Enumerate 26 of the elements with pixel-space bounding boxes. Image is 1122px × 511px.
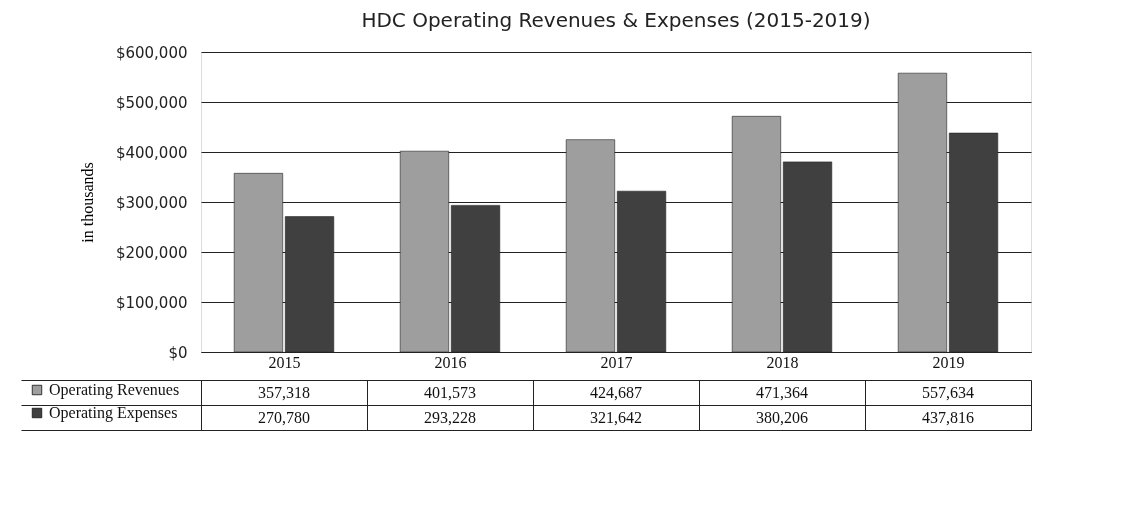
y-tick-label: $0 (168, 343, 188, 362)
y-tick-label: $300,000 (115, 193, 188, 212)
x-tick-label: 2018 (766, 353, 799, 371)
text: 424,687 (590, 383, 642, 401)
x-tick-label: 2019 (932, 353, 965, 371)
y-tick-label: $400,000 (115, 143, 188, 162)
text: 380,206 (756, 408, 808, 426)
text: 557,634 (922, 383, 974, 401)
x-tick-label: 2015 (268, 353, 301, 371)
text: 270,780 (258, 408, 310, 426)
y-tick-label: $200,000 (115, 243, 188, 262)
y-tick-label: $500,000 (115, 93, 188, 112)
y-tick-label: $100,000 (115, 293, 188, 312)
legend-label: Operating Revenues (49, 381, 180, 399)
x-tick-label: 2016 (434, 353, 467, 371)
text: 401,573 (424, 383, 476, 401)
text: 293,228 (424, 408, 476, 426)
text: 357,318 (258, 383, 310, 401)
text: 437,816 (922, 408, 974, 426)
y-axis-title: in thousands (78, 162, 96, 243)
text: 321,642 (590, 408, 642, 426)
y-tick-label: $600,000 (115, 43, 188, 62)
x-tick-label: 2017 (600, 353, 633, 371)
text: 471,364 (756, 383, 808, 401)
legend-label: Operating Expenses (49, 404, 178, 422)
chart-title: HDC Operating Revenues & Expenses (2015-2019) (361, 8, 871, 32)
